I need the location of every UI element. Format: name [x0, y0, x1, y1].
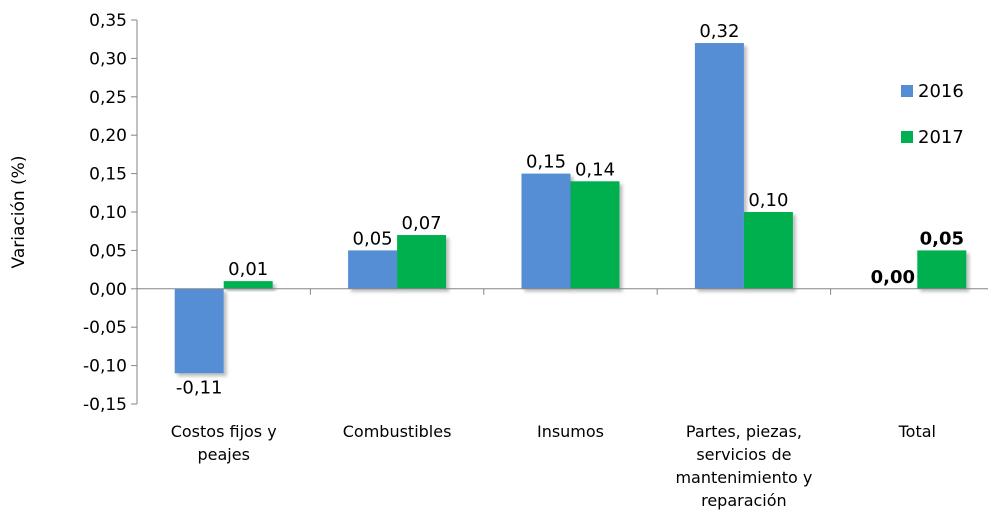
bar-2016-3 — [694, 43, 744, 289]
bar-2016-1 — [348, 250, 398, 289]
bar-2017-0 — [223, 281, 273, 289]
bar-2017-2 — [570, 181, 620, 289]
y-tick-label: 0,20 — [89, 126, 127, 146]
y-tick-label: 0,05 — [89, 241, 127, 261]
category-label: Insumos — [537, 422, 604, 441]
y-tick-label: -0,15 — [83, 395, 127, 415]
data-label: 0,15 — [526, 152, 566, 173]
data-label: 0,05 — [353, 228, 393, 249]
bar-2016-0 — [174, 288, 224, 374]
data-label: 0,32 — [699, 21, 739, 42]
bar-2017-4 — [917, 250, 967, 289]
category-label: Costos fijos y peajes — [171, 422, 277, 464]
data-label: 0,00 — [871, 267, 915, 288]
y-tick-label: 0,00 — [89, 280, 127, 300]
y-tick-label: 0,35 — [89, 11, 127, 31]
data-label: 0,01 — [228, 259, 268, 280]
y-tick-label: -0,05 — [83, 318, 127, 338]
bar-2016-2 — [521, 173, 571, 289]
y-tick-label: 0,30 — [89, 49, 127, 69]
y-tick-label: 0,15 — [89, 165, 127, 185]
data-label: 0,05 — [920, 228, 964, 249]
data-label: 0,14 — [575, 159, 615, 180]
y-tick-label: 0,25 — [89, 88, 127, 108]
data-label: 0,07 — [402, 213, 442, 234]
bar-2017-3 — [743, 212, 793, 289]
legend-swatch-2016 — [901, 85, 913, 97]
y-tick-label: -0,10 — [83, 357, 127, 377]
category-label: Combustibles — [343, 422, 452, 441]
category-label: Total — [898, 422, 936, 441]
y-tick-label: 0,10 — [89, 203, 127, 223]
data-label: 0,10 — [748, 190, 788, 211]
category-label: Partes, piezas, servicios de mantenimiento… — [675, 422, 812, 510]
y-axis-label: Variación (%) — [9, 156, 29, 269]
legend-label: 2016 — [918, 81, 964, 102]
legend-swatch-2017 — [901, 131, 913, 143]
legend-label: 2017 — [918, 127, 964, 148]
bar-2017-1 — [397, 235, 447, 289]
data-label: -0,11 — [176, 377, 223, 398]
